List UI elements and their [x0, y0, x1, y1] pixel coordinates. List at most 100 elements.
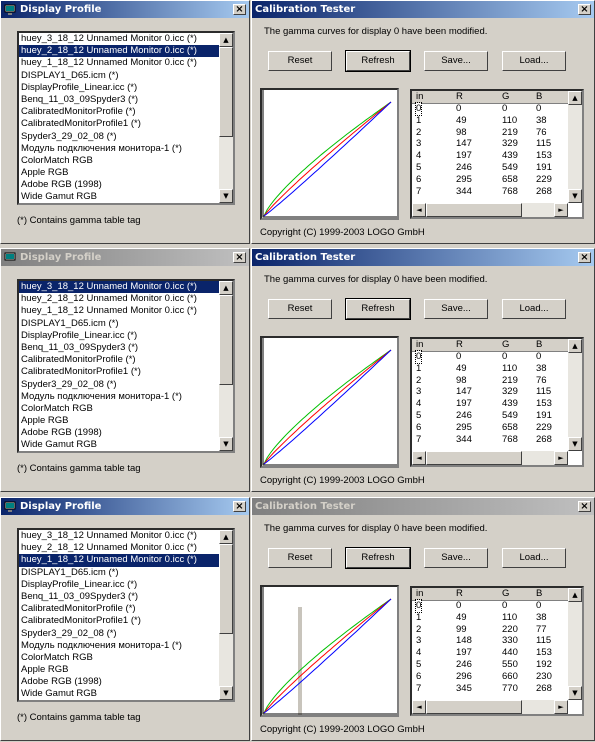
- load-button[interactable]: Load...: [502, 548, 566, 568]
- scroll-up-arrow-icon[interactable]: ▲: [219, 281, 233, 295]
- profile-list-item[interactable]: Apple RGB: [21, 167, 69, 179]
- load-button[interactable]: Load...: [502, 51, 566, 71]
- scroll-thumb[interactable]: [219, 544, 233, 634]
- profile-list-item[interactable]: huey_2_18_12 Unnamed Monitor 0.icc (*): [21, 542, 197, 554]
- reset-button[interactable]: Reset: [268, 548, 332, 568]
- table-row[interactable]: 7 344 768 268: [412, 186, 568, 198]
- profile-list-item[interactable]: Модуль подключения монитора-1 (*): [21, 390, 182, 402]
- table-row[interactable]: 6 295 658 229: [412, 174, 568, 186]
- profile-list-item[interactable]: huey_1_18_12 Unnamed Monitor 0.icc (*): [21, 57, 197, 69]
- scroll-down-arrow-icon[interactable]: ▼: [219, 189, 233, 203]
- profile-list-scrollbar[interactable]: ▲ ▼: [219, 530, 233, 700]
- profile-list-item[interactable]: CalibratedMonitorProfile1 (*): [21, 615, 141, 627]
- calibration-tester-titlebar[interactable]: Calibration Tester ×: [252, 249, 594, 266]
- scroll-down-arrow-icon[interactable]: ▼: [568, 437, 582, 451]
- display-profile-titlebar[interactable]: Display Profile ×: [1, 498, 249, 515]
- scroll-thumb[interactable]: [426, 451, 522, 465]
- display-profile-titlebar[interactable]: Display Profile ×: [1, 1, 249, 18]
- scroll-up-arrow-icon[interactable]: ▲: [219, 530, 233, 544]
- table-row[interactable]: 6 296 660 230: [412, 671, 568, 683]
- profile-list-item[interactable]: huey_1_18_12 Unnamed Monitor 0.icc (*): [21, 305, 197, 317]
- table-row[interactable]: 4 197 439 153: [412, 398, 568, 410]
- profile-listbox[interactable]: huey_3_18_12 Unnamed Monitor 0.icc (*) hu…: [17, 528, 235, 702]
- table-row[interactable]: 0 0 0 0: [412, 599, 568, 613]
- refresh-button[interactable]: Refresh: [345, 547, 411, 569]
- profile-list-item[interactable]: Benq_11_03_09Spyder3 (*): [21, 93, 139, 105]
- scroll-left-arrow-icon[interactable]: ◄: [412, 451, 426, 465]
- table-row[interactable]: 2 98 219 76: [412, 375, 568, 387]
- table-row[interactable]: 1 49 110 38: [412, 612, 568, 624]
- table-row[interactable]: 0 0 0 0: [412, 102, 568, 116]
- calibration-tester-titlebar[interactable]: Calibration Tester ×: [252, 1, 594, 18]
- table-horizontal-scrollbar[interactable]: ◄ ►: [412, 700, 568, 714]
- profile-list-item[interactable]: Spyder3_29_02_08 (*): [21, 378, 117, 390]
- profile-list-scrollbar[interactable]: ▲ ▼: [219, 33, 233, 203]
- profile-list-item[interactable]: CalibratedMonitorProfile (*): [21, 354, 136, 366]
- table-row[interactable]: 0 0 0 0: [412, 350, 568, 364]
- refresh-button[interactable]: Refresh: [345, 50, 411, 72]
- scroll-down-arrow-icon[interactable]: ▼: [219, 437, 233, 451]
- profile-list-item[interactable]: Модуль подключения монитора-1 (*): [21, 639, 182, 651]
- refresh-button[interactable]: Refresh: [345, 298, 411, 320]
- calibration-tester-titlebar[interactable]: Calibration Tester ×: [252, 498, 594, 515]
- profile-list-item[interactable]: ColorMatch RGB: [21, 154, 93, 166]
- close-icon[interactable]: ×: [233, 252, 246, 263]
- profile-list-item[interactable]: huey_2_18_12 Unnamed Monitor 0.icc (*): [19, 45, 219, 58]
- profile-list-scrollbar[interactable]: ▲ ▼: [219, 281, 233, 451]
- profile-list-item[interactable]: CalibratedMonitorProfile (*): [21, 106, 136, 118]
- reset-button[interactable]: Reset: [268, 51, 332, 71]
- table-horizontal-scrollbar[interactable]: ◄ ►: [412, 451, 568, 465]
- close-icon[interactable]: ×: [578, 252, 591, 263]
- table-row[interactable]: 2 98 219 76: [412, 127, 568, 139]
- scroll-left-arrow-icon[interactable]: ◄: [412, 203, 426, 217]
- profile-list-item[interactable]: Adobe RGB (1998): [21, 676, 102, 688]
- table-row[interactable]: 2 99 220 77: [412, 624, 568, 636]
- scroll-right-arrow-icon[interactable]: ►: [554, 203, 568, 217]
- table-horizontal-scrollbar[interactable]: ◄ ►: [412, 203, 568, 217]
- profile-list-item[interactable]: ColorMatch RGB: [21, 402, 93, 414]
- profile-list-item[interactable]: Apple RGB: [21, 664, 69, 676]
- profile-list-item[interactable]: DISPLAY1_D65.icm (*): [21, 566, 119, 578]
- table-row[interactable]: 5 246 550 192: [412, 659, 568, 671]
- profile-list-item[interactable]: Apple RGB: [21, 415, 69, 427]
- profile-list-item[interactable]: Модуль подключения монитора-1 (*): [21, 142, 182, 154]
- profile-list-item[interactable]: SMPTE-C: [19, 204, 219, 205]
- scroll-up-arrow-icon[interactable]: ▲: [568, 588, 582, 602]
- table-row[interactable]: 4 197 439 153: [412, 150, 568, 162]
- scroll-up-arrow-icon[interactable]: ▲: [568, 91, 582, 105]
- scroll-down-arrow-icon[interactable]: ▼: [568, 189, 582, 203]
- profile-list-item[interactable]: huey_1_18_12 Unnamed Monitor 0.icc (*): [19, 554, 219, 567]
- close-icon[interactable]: ×: [233, 501, 246, 512]
- table-row[interactable]: 4 197 440 153: [412, 647, 568, 659]
- scroll-down-arrow-icon[interactable]: ▼: [219, 686, 233, 700]
- profile-list-item[interactable]: Benq_11_03_09Spyder3 (*): [21, 590, 139, 602]
- scroll-thumb[interactable]: [426, 700, 522, 714]
- save-button[interactable]: Save...: [424, 299, 488, 319]
- profile-list-item[interactable]: huey_2_18_12 Unnamed Monitor 0.icc (*): [21, 293, 197, 305]
- table-row[interactable]: 6 295 658 229: [412, 422, 568, 434]
- load-button[interactable]: Load...: [502, 299, 566, 319]
- scroll-right-arrow-icon[interactable]: ►: [554, 451, 568, 465]
- scroll-up-arrow-icon[interactable]: ▲: [568, 339, 582, 353]
- profile-listbox[interactable]: huey_3_18_12 Unnamed Monitor 0.icc (*) hu…: [17, 279, 235, 453]
- table-row[interactable]: 7 345 770 268: [412, 683, 568, 695]
- profile-listbox[interactable]: huey_3_18_12 Unnamed Monitor 0.icc (*) hu…: [17, 31, 235, 205]
- table-row[interactable]: 5 246 549 191: [412, 162, 568, 174]
- profile-list-item[interactable]: CalibratedMonitorProfile (*): [21, 603, 136, 615]
- close-icon[interactable]: ×: [233, 4, 246, 15]
- close-icon[interactable]: ×: [578, 4, 591, 15]
- save-button[interactable]: Save...: [424, 51, 488, 71]
- table-vertical-scrollbar[interactable]: ▲ ▼: [568, 91, 582, 203]
- scroll-left-arrow-icon[interactable]: ◄: [412, 700, 426, 714]
- profile-list-item[interactable]: huey_3_18_12 Unnamed Monitor 0.icc (*): [21, 33, 197, 44]
- scroll-up-arrow-icon[interactable]: ▲: [219, 33, 233, 47]
- profile-list-item[interactable]: DisplayProfile_Linear.icc (*): [21, 578, 138, 590]
- close-icon[interactable]: ×: [578, 501, 591, 512]
- scroll-thumb[interactable]: [219, 47, 233, 137]
- profile-list-item[interactable]: Adobe RGB (1998): [21, 179, 102, 191]
- table-row[interactable]: 3 147 329 115: [412, 138, 568, 150]
- profile-list-item[interactable]: Wide Gamut RGB: [21, 439, 98, 451]
- table-row[interactable]: 3 148 330 115: [412, 635, 568, 647]
- profile-list-item[interactable]: DISPLAY1_D65.icm (*): [21, 317, 119, 329]
- table-row[interactable]: 7 344 768 268: [412, 434, 568, 446]
